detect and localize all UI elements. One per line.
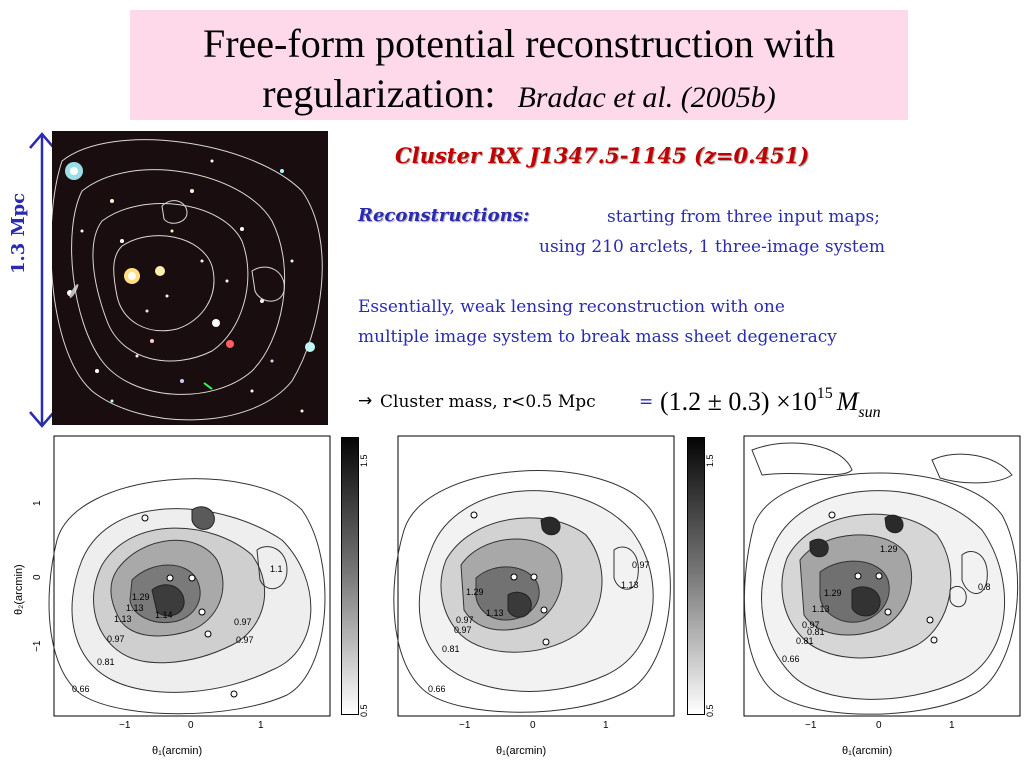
panel-1-contour-label: 1.14	[155, 610, 173, 620]
panel-2-contour-label: 0.97	[632, 560, 650, 570]
reconstructions-line2: using 210 arclets, 1 three-image system	[539, 237, 885, 257]
panel-1-ytick: 1	[32, 500, 43, 506]
panel-1-xtick: −1	[119, 720, 131, 731]
panel-1-contour-label: 0.81	[97, 657, 115, 667]
panel-1-ylabel: θ₂(arcmin)	[13, 564, 25, 615]
mass-map-panel-1: 0.66 0.81 0.97 1.13 1.29 1.14 1.13 0.97 …	[13, 435, 331, 757]
scale-double-arrow	[29, 132, 55, 428]
panel-2-contour-label: 1.13	[486, 608, 504, 618]
panel-2-contour-labels: 0.66 0.81 0.97 1.13 1.29 0.97 1.13 0.97	[428, 560, 650, 694]
colorbar-2-gradient	[687, 437, 705, 715]
panel-3-contour-label: 1.29	[824, 588, 842, 598]
panel-3-contour-label: 0.81	[796, 636, 814, 646]
panel-3-contour-label: 0.66	[782, 654, 800, 664]
panel-1-contour-label: 1.13	[126, 603, 144, 613]
slide-title-line2-text: regularization:	[262, 71, 496, 116]
reconstructions-line1: starting from three input maps;	[607, 207, 880, 227]
colorbar-2: 1.5 0.5	[687, 437, 715, 717]
slide-title-box: Free-form potential reconstruction with …	[130, 10, 908, 120]
panel-2-contour-label: 0.66	[428, 684, 446, 694]
panel-1-xtick: 1	[258, 720, 264, 731]
cluster-image-contours	[52, 139, 323, 421]
cluster-title: Cluster RX J1347.5-1145 (z=0.451)	[395, 143, 810, 168]
panel-1-map	[48, 478, 326, 715]
colorbar-1: 1.5 0.5	[341, 437, 369, 717]
cluster-mass-formula: (1.2 ± 0.3) ×1015 Msun	[660, 385, 881, 422]
panel-2-xlabel: θ₁(arcmin)	[496, 745, 546, 757]
mass-map-panel-2: 0.66 0.81 0.97 1.13 1.29 0.97 1.13 0.97 …	[393, 435, 675, 757]
panel-1-contour-label: 0.66	[72, 684, 90, 694]
colorbar-1-gradient	[341, 437, 359, 715]
panel-3-x-ticks: −1 0 1	[805, 720, 955, 731]
panel-3-xtick: −1	[805, 720, 817, 731]
panel-1-ytick: −1	[32, 640, 43, 652]
panel-2-contour-label: 1.29	[466, 587, 484, 597]
mass-formula-value: (1.2 ± 0.3) ×10	[660, 387, 817, 416]
panel-3-xtick: 0	[876, 720, 882, 731]
cluster-image-stars	[65, 159, 315, 413]
panel-3-xtick: 1	[949, 720, 955, 731]
reconstructions-label: Reconstructions:	[358, 205, 530, 226]
mass-formula-symbol: M	[836, 387, 859, 416]
panel-3-map	[743, 442, 1019, 715]
slide-title-line1: Free-form potential reconstruction with	[202, 21, 836, 66]
cluster-image	[52, 131, 328, 425]
panel-3-contour-labels: 0.66 0.81 0.97 1.13 1.29 1.29 0.8 0.81	[782, 544, 991, 664]
panel-1-x-ticks: −1 0 1	[119, 720, 264, 731]
panel-1-contour-label: 0.97	[107, 634, 125, 644]
slide-title-citation: Bradac et al. (2005b)	[517, 81, 776, 114]
panel-1-contour-labels: 0.66 0.81 0.97 1.13 1.29 1.14 1.13 0.97 …	[72, 564, 283, 694]
panel-2-contour-label: 1.13	[621, 580, 639, 590]
mass-map-panel-3: 0.66 0.81 0.97 1.13 1.29 1.29 0.8 0.81 −…	[743, 435, 1021, 757]
panel-1-contour-label: 0.97	[234, 617, 252, 627]
panel-1-ytick: 0	[32, 574, 43, 580]
panel-2-xtick: 0	[530, 720, 536, 731]
panel-2-x-ticks: −1 0 1	[459, 720, 609, 731]
panel-3-contour-label: 0.97	[802, 620, 820, 630]
panel-1-y-ticks: 1 0 −1	[32, 500, 43, 652]
panel-2-map	[393, 470, 671, 713]
panel-2-xtick: −1	[459, 720, 471, 731]
panel-1-xtick: 0	[188, 720, 194, 731]
panel-2-xtick: 1	[603, 720, 609, 731]
panel-1-contour-label: 1.1	[270, 564, 283, 574]
scale-label: 1.3 Mpc	[8, 192, 29, 274]
panel-1-xlabel: θ₁(arcmin)	[152, 745, 202, 757]
panel-2-contour-label: 0.81	[442, 644, 460, 654]
cluster-mass-text: Cluster mass, r<0.5 Mpc	[380, 392, 596, 412]
panel-1-contour-label: 1.13	[114, 614, 132, 624]
panel-3-xlabel: θ₁(arcmin)	[842, 745, 892, 757]
weak-lensing-line2: multiple image system to break mass shee…	[358, 327, 837, 347]
right-arrow-icon: →	[358, 391, 373, 411]
weak-lensing-line1: Essentially, weak lensing reconstruction…	[358, 297, 785, 317]
panel-1-contour-label: 1.29	[132, 592, 150, 602]
panel-3-contour-label: 1.29	[880, 544, 898, 554]
mass-formula-exponent: 15	[816, 385, 833, 402]
panel-3-contour-label: 1.13	[812, 604, 830, 614]
panel-1-contour-label: 0.97	[236, 635, 254, 645]
panel-2-contour-label: 0.97	[456, 615, 474, 625]
cluster-mass-equals: =	[639, 392, 654, 412]
panel-3-contour-label: 0.81	[807, 627, 825, 637]
panel-3-contour-label: 0.8	[978, 582, 991, 592]
panel-2-contour-label: 0.97	[454, 625, 472, 635]
slide-title-line2: regularization: Bradac et al. (2005b)	[130, 72, 908, 120]
mass-formula-subscript: sun	[858, 404, 881, 421]
